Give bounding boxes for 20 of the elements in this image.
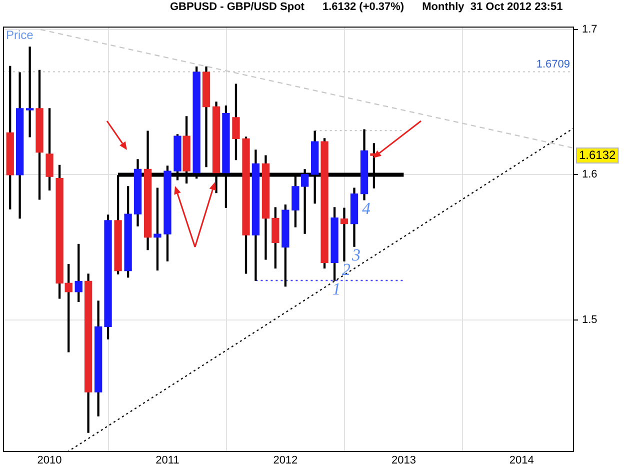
annotation: 1 [332, 280, 341, 298]
y-tick-label: 1.6 [582, 168, 598, 181]
chart-title: GBPUSD - GBP/USD Spot [170, 1, 304, 15]
candlestick [340, 208, 348, 262]
x-tick-label: 2011 [156, 454, 180, 467]
x-tick-label: 2013 [391, 454, 416, 467]
ref-line-label: 1.6709 [536, 58, 570, 70]
y-tick-label: 1.7 [582, 24, 598, 36]
x-tick-label: 2014 [509, 454, 534, 467]
annotation: 3 [351, 246, 361, 265]
annotation: 2 [342, 260, 351, 280]
text: Monthly 31 Oct 2012 23:51 [422, 1, 563, 15]
chart-subtitle: 1.6132 (+0.37%) [322, 1, 404, 15]
y-tick-label: 1.5 [582, 314, 598, 326]
y-axis-title: Price [6, 28, 34, 42]
x-tick-label: 2010 [37, 454, 62, 467]
candlestick [26, 46, 34, 138]
annotation: 1.6132 [579, 148, 616, 162]
annotation: 4 [362, 198, 372, 218]
x-tick-label: 2012 [273, 454, 298, 467]
